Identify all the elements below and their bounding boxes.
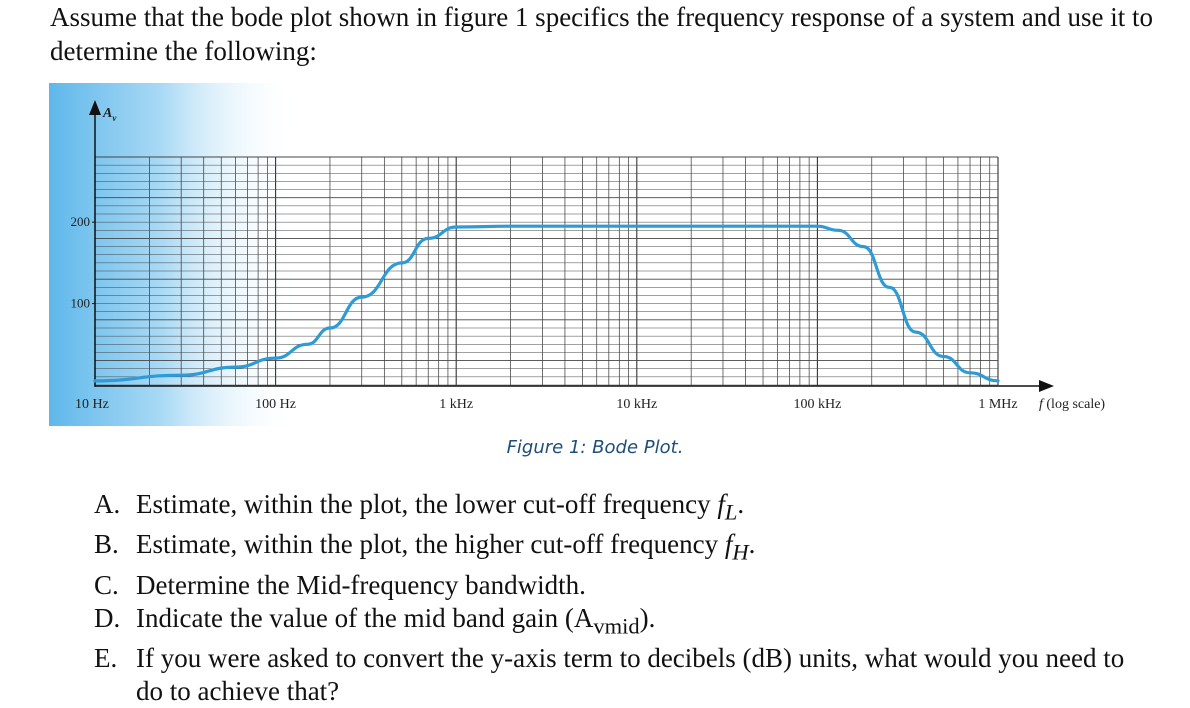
question-body: Estimate, within the plot, the lower cut… bbox=[136, 489, 711, 519]
question-c: C. Determine the Mid-frequency bandwidth… bbox=[94, 569, 1154, 602]
question-letter: C. bbox=[94, 569, 119, 600]
question-d: D. Indicate the value of the mid band ga… bbox=[94, 602, 1154, 642]
figure-caption: Figure 1: Bode Plot. bbox=[506, 437, 684, 458]
question-body: Estimate, within the plot, the higher cu… bbox=[136, 529, 719, 560]
x-tick-label: 1 kHz bbox=[439, 397, 473, 412]
question-end: ). bbox=[639, 602, 656, 633]
plot-axes bbox=[89, 100, 1054, 392]
intro-paragraph: Assume that the bode plot shown in figur… bbox=[50, 2, 1153, 66]
question-letter: D. bbox=[94, 602, 121, 633]
question-letter: B. bbox=[94, 529, 119, 560]
question-text: Indicate the value of the mid band gain … bbox=[136, 602, 1154, 642]
question-variable: f bbox=[724, 529, 733, 560]
x-axis-label: f (log scale) bbox=[1039, 397, 1105, 412]
x-tick-label: 100 Hz bbox=[255, 397, 296, 412]
plot-grid bbox=[94, 156, 999, 386]
x-tick-label: 100 kHz bbox=[793, 397, 841, 412]
question-list: A. Estimate, within the plot, the lower … bbox=[94, 488, 1154, 708]
y-tick-label: 100 bbox=[71, 296, 91, 311]
question-text: If you were asked to convert the y-axis … bbox=[136, 643, 1125, 707]
y-axis-label-subscript: v bbox=[112, 113, 117, 123]
x-tick-label: 1 MHz bbox=[978, 397, 1017, 412]
question-subscript: vmid bbox=[593, 613, 640, 639]
bode-plot-figure: Av 100 200 10 Hz 100 Hz 1 kHz 10 kHz 100 kHz 1 M… bbox=[49, 83, 1129, 426]
question-a: A. Estimate, within the plot, the lower … bbox=[94, 488, 1154, 528]
question-text: Determine the Mid-frequency bandwidth. bbox=[136, 569, 586, 600]
question-body: Indicate the value of the mid band gain … bbox=[136, 602, 594, 633]
y-tick-label: 200 bbox=[71, 214, 91, 229]
question-end: . bbox=[748, 529, 756, 560]
question-e: E. If you were asked to convert the y-ax… bbox=[94, 642, 1154, 708]
question-letter: E. bbox=[94, 643, 118, 674]
question-text: Estimate, within the plot, the higher cu… bbox=[136, 528, 1154, 568]
question-subscript: L bbox=[724, 499, 738, 525]
question-text: Estimate, within the plot, the lower cut… bbox=[136, 488, 1154, 528]
x-axis-label-variable: f bbox=[1039, 397, 1046, 412]
question-variable: f bbox=[717, 489, 725, 519]
x-tick-label: 10 Hz bbox=[75, 397, 109, 412]
x-axis-label-unit: (log scale) bbox=[1046, 397, 1105, 412]
question-b: B. Estimate, within the plot, the higher… bbox=[94, 528, 1154, 568]
question-end: . bbox=[737, 489, 745, 519]
question-letter: A. bbox=[94, 489, 121, 519]
gain-curve bbox=[93, 224, 1000, 383]
question-subscript: H bbox=[732, 539, 749, 565]
x-tick-label: 10 kHz bbox=[616, 397, 657, 412]
